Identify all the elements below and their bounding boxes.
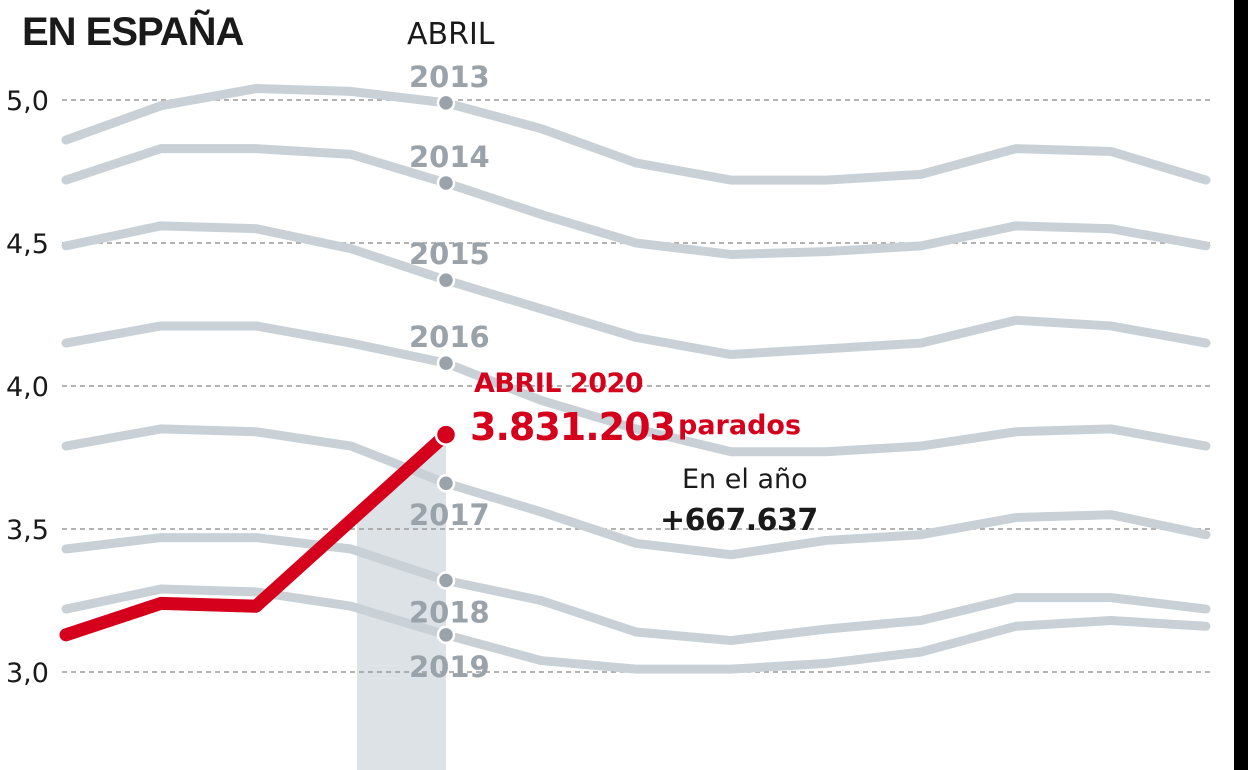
year-labels: 2013 2014 2015 2016 2017 2018 2019 [409, 60, 490, 684]
april-marker-2016 [436, 353, 456, 373]
series-line-2014 [61, 144, 1211, 259]
year-label: 2017 [409, 498, 490, 532]
year-label: 2019 [409, 650, 490, 684]
y-tick-label: 3,5 [6, 515, 49, 546]
series-line-2015 [61, 221, 1211, 360]
change-label: En el año [682, 464, 808, 495]
year-label: 2016 [409, 320, 490, 354]
gridlines [62, 99, 1212, 673]
series-line-2017 [61, 424, 1211, 560]
april-marker-2018 [436, 571, 456, 590]
current-marker [434, 423, 458, 446]
highlight-band-layer [357, 434, 446, 770]
highlight-band [357, 434, 446, 770]
month-label: ABRIL [407, 17, 495, 52]
y-tick-label: 4,5 [6, 229, 49, 260]
y-tick-label: 5,0 [6, 86, 49, 117]
year-label: 2014 [409, 140, 490, 174]
april-marker-2017 [436, 473, 456, 493]
april-markers [436, 93, 456, 645]
april-marker-2014 [436, 173, 456, 193]
y-tick-label: 4,0 [6, 372, 49, 403]
current-year-line [59, 423, 458, 642]
past-years-lines [61, 84, 1211, 674]
annotation-unit: parados [678, 410, 801, 441]
series-line-2013 [61, 84, 1211, 185]
series-line-2020 [59, 428, 453, 642]
y-tick-label: 3,0 [6, 658, 49, 689]
april-marker-2013 [436, 93, 456, 113]
year-label: 2015 [409, 237, 490, 271]
april-marker-2019 [436, 625, 456, 645]
y-axis-ticks: 5,0 4,5 4,0 3,5 3,0 [6, 86, 49, 689]
right-edge-strip [1234, 0, 1248, 770]
chart-title: EN ESPAÑA [22, 8, 244, 54]
year-label: 2018 [409, 595, 490, 629]
annotation-label: ABRIL 2020 [474, 368, 643, 399]
year-label: 2013 [409, 60, 490, 94]
change-value: +667.637 [660, 503, 818, 538]
annotation: ABRIL 2020 3.831.203 parados En el año +… [470, 368, 818, 538]
series-line-2018 [61, 533, 1211, 646]
series-line-2019 [61, 584, 1211, 674]
april-marker-2015 [436, 270, 456, 290]
series-line-2016 [61, 321, 1211, 457]
annotation-value: 3.831.203 [470, 405, 675, 449]
